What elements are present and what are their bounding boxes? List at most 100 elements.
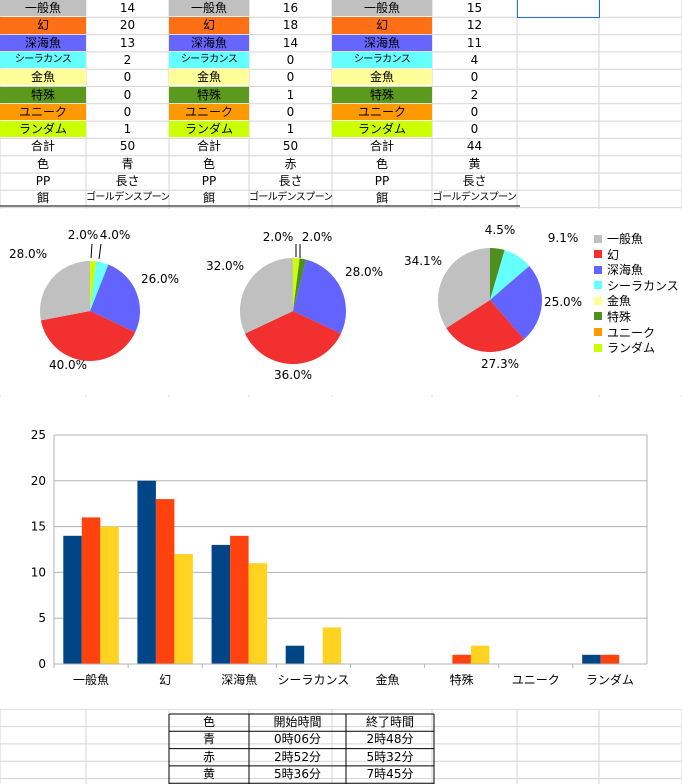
bar — [285, 645, 305, 664]
row-value-cell[interactable]: 長さ — [115, 174, 140, 188]
count-cell[interactable]: 0 — [123, 104, 132, 119]
category-label-cell[interactable]: シーラカンス — [0, 51, 86, 69]
time-table-cell[interactable]: 5時32分 — [366, 749, 414, 764]
row-label-cell[interactable]: 色 — [202, 156, 215, 171]
time-table-cell[interactable]: 青 — [202, 732, 215, 747]
category-label-cell[interactable]: ユニーク — [0, 103, 86, 121]
row-value-cell[interactable]: 赤 — [284, 156, 297, 171]
count-cell[interactable]: 0 — [286, 104, 295, 119]
pie-slice — [293, 258, 307, 311]
row-label-cell[interactable]: 餌 — [375, 191, 388, 206]
time-table-header-cell[interactable]: 開始時間 — [273, 715, 322, 729]
category-label-cell[interactable]: 幻 — [169, 17, 249, 34]
count-cell[interactable]: 11 — [466, 35, 483, 50]
row-value-cell[interactable]: ゴールデンスプーン — [86, 192, 169, 204]
time-table-cell[interactable]: 2時52分 — [274, 749, 321, 764]
category-label-cell[interactable]: シーラカンス — [332, 51, 432, 69]
row-value-cell[interactable]: 44 — [466, 139, 483, 154]
time-table-header-cell[interactable]: 終了時間 — [365, 715, 414, 729]
category-label-cell[interactable]: 特殊 — [169, 86, 249, 103]
count-cell[interactable]: 14 — [119, 1, 136, 15]
row-value-cell[interactable]: 青 — [121, 156, 134, 171]
category-label-cell[interactable]: 深海魚 — [0, 34, 86, 51]
selected-cell[interactable] — [517, 0, 600, 18]
row-value-cell[interactable]: ゴールデンスプーン — [249, 192, 332, 204]
category-label-cell[interactable]: ユニーク — [332, 103, 432, 121]
category-label-cell[interactable]: ユニーク — [169, 103, 249, 121]
time-table-cell[interactable]: 2時48分 — [366, 732, 414, 747]
category-label-cell[interactable]: ランダム — [169, 121, 249, 138]
count-cell[interactable]: 20 — [119, 18, 136, 33]
legend-swatch — [594, 312, 602, 321]
pie-data-label: 2.0% — [263, 230, 294, 244]
time-table-cell[interactable]: 赤 — [202, 749, 215, 764]
row-label-cell[interactable]: 合計 — [30, 139, 55, 154]
count-cell[interactable]: 0 — [123, 87, 132, 102]
time-table-header-cell[interactable]: 色 — [202, 715, 215, 729]
count-cell[interactable]: 0 — [470, 70, 479, 85]
row-value-cell[interactable]: 50 — [282, 139, 299, 154]
category-label-cell[interactable]: 金魚 — [169, 69, 249, 86]
category-label-cell[interactable]: 一般魚 — [332, 0, 432, 17]
row-value-cell[interactable]: ゴールデンスプーン — [432, 192, 517, 204]
bar — [230, 535, 249, 664]
time-table-cell[interactable]: 黄 — [202, 766, 215, 781]
count-cell[interactable]: 1 — [286, 87, 295, 102]
pie-slice — [293, 258, 300, 311]
row-label-cell[interactable]: 合計 — [196, 139, 221, 154]
time-table-cell[interactable]: 7時45分 — [366, 766, 414, 781]
pie-slice — [90, 261, 97, 311]
count-cell[interactable]: 0 — [286, 52, 295, 67]
category-label-cell[interactable]: 金魚 — [332, 69, 432, 86]
category-label-cell[interactable]: 深海魚 — [169, 34, 249, 51]
legend-label: シーラカンス — [607, 278, 679, 293]
row-value-cell[interactable]: 50 — [119, 139, 136, 154]
count-cell[interactable]: 0 — [286, 70, 295, 85]
category-label-cell[interactable]: 幻 — [0, 17, 86, 34]
time-table-cell[interactable]: 5時36分 — [274, 766, 321, 781]
row-label-cell[interactable]: PP — [201, 174, 217, 188]
legend-label: 深海魚 — [607, 263, 644, 278]
count-cell[interactable]: 15 — [466, 1, 483, 15]
count-cell[interactable]: 16 — [282, 1, 299, 15]
category-label-cell[interactable]: 特殊 — [0, 86, 86, 103]
row-value-cell[interactable]: 長さ — [462, 174, 487, 188]
row-value-cell[interactable]: 長さ — [278, 174, 303, 188]
count-cell[interactable]: 0 — [470, 122, 479, 137]
count-cell[interactable]: 18 — [282, 18, 299, 33]
pie-slice — [490, 250, 530, 300]
count-cell[interactable]: 1 — [286, 122, 295, 137]
category-label-cell[interactable]: 金魚 — [0, 69, 86, 86]
pie-data-label: 2.0% — [302, 230, 333, 244]
row-label-cell[interactable]: PP — [35, 174, 51, 188]
row-value-cell[interactable]: 黄 — [468, 156, 481, 171]
row-label-cell[interactable]: 色 — [36, 156, 49, 171]
time-table-cell[interactable]: 0時06分 — [274, 732, 321, 747]
count-cell[interactable]: 12 — [466, 18, 483, 33]
count-cell[interactable]: 4 — [470, 52, 479, 67]
category-label-cell[interactable]: シーラカンス — [169, 51, 249, 69]
count-cell[interactable]: 2 — [470, 87, 479, 102]
category-label-cell[interactable]: 特殊 — [332, 86, 432, 103]
category-label-cell[interactable]: ランダム — [0, 121, 86, 138]
row-label-cell[interactable]: PP — [374, 174, 390, 188]
row-label-cell[interactable]: 色 — [375, 156, 388, 171]
category-label-cell[interactable]: 一般魚 — [169, 0, 249, 17]
row-label-cell[interactable]: 餌 — [36, 191, 49, 206]
row-label-cell[interactable]: 餌 — [202, 191, 215, 206]
x-category-label: ランダム — [586, 672, 634, 687]
count-cell[interactable]: 1 — [123, 122, 132, 137]
count-cell[interactable]: 14 — [282, 35, 299, 50]
bar — [174, 554, 193, 664]
category-label-cell[interactable]: ランダム — [332, 121, 432, 138]
legend-label: 金魚 — [607, 294, 632, 309]
pie-data-label: 26.0% — [141, 272, 179, 286]
count-cell[interactable]: 13 — [119, 35, 136, 50]
count-cell[interactable]: 0 — [123, 70, 132, 85]
category-label-cell[interactable]: 深海魚 — [332, 34, 432, 51]
row-label-cell[interactable]: 合計 — [369, 139, 394, 154]
category-label-cell[interactable]: 一般魚 — [0, 0, 86, 17]
category-label-cell[interactable]: 幻 — [332, 17, 432, 34]
count-cell[interactable]: 2 — [123, 52, 132, 67]
count-cell[interactable]: 0 — [470, 104, 479, 119]
